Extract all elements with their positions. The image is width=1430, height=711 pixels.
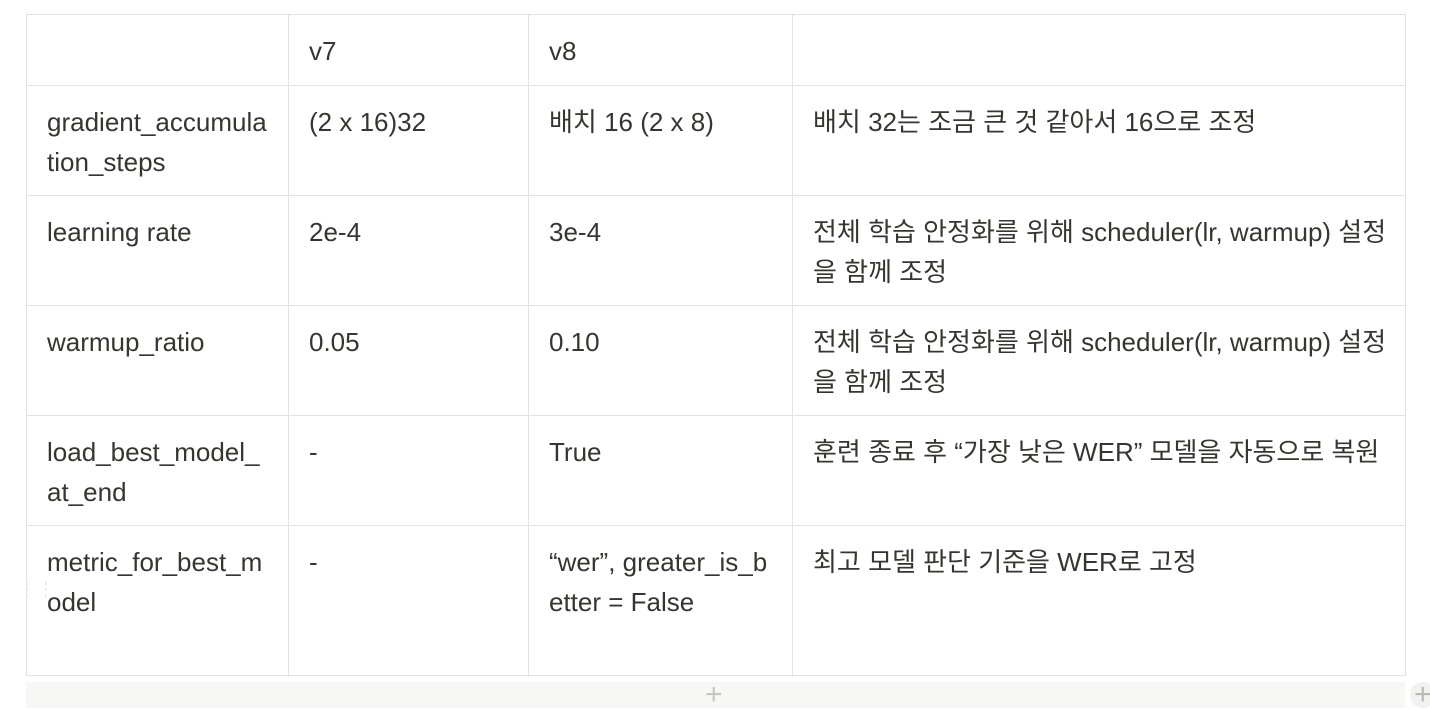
table-row: metric_for_best_model - “wer”, greater_i… <box>26 525 1406 676</box>
table-cell[interactable]: - <box>288 525 529 676</box>
cell-text: (2 x 16)32 <box>309 107 427 137</box>
cell-text: 전체 학습 안정화를 위해 scheduler(lr, warmup) 설정을 … <box>813 327 1387 397</box>
table-cell[interactable]: load_best_model_at_end <box>26 415 289 526</box>
table-cell[interactable]: 배치 32는 조금 큰 것 같아서 16으로 조정 <box>792 85 1406 196</box>
cell-text: load_best_model_at_end <box>47 437 260 507</box>
table-row: learning rate 2e-4 3e-4 전체 학습 안정화를 위해 sc… <box>26 195 1406 306</box>
table-row: warmup_ratio 0.05 0.10 전체 학습 안정화를 위해 sch… <box>26 305 1406 416</box>
cell-text: 3e-4 <box>549 217 602 247</box>
table-cell[interactable]: gradient_accumulation_steps <box>26 85 289 196</box>
table-cell[interactable]: 최고 모델 판단 기준을 WER로 고정 <box>792 525 1406 676</box>
cell-text: 0.10 <box>549 327 600 357</box>
table-cell[interactable]: 전체 학습 안정화를 위해 scheduler(lr, warmup) 설정을 … <box>792 195 1406 306</box>
table-cell[interactable]: 배치 16 (2 x 8) <box>528 85 793 196</box>
table-cell[interactable]: (2 x 16)32 <box>288 85 529 196</box>
cell-text: 0.05 <box>309 327 360 357</box>
table-cell[interactable]: 2e-4 <box>288 195 529 306</box>
cell-text: 배치 32는 조금 큰 것 같아서 16으로 조정 <box>813 107 1257 137</box>
table-cell[interactable]: 훈련 종료 후 “가장 낮은 WER” 모델을 자동으로 복원 <box>792 415 1406 526</box>
table-cell[interactable]: warmup_ratio <box>26 305 289 416</box>
cell-text: True <box>549 437 602 467</box>
cell-text: - <box>309 437 318 467</box>
comparison-table: v7 v8 gradient_accumulation_steps (2 x 1… <box>26 14 1406 676</box>
table-cell[interactable]: v8 <box>528 14 793 86</box>
plus-icon: + <box>1414 678 1430 711</box>
add-row-button[interactable]: + <box>26 678 1405 711</box>
table-row: gradient_accumulation_steps (2 x 16)32 배… <box>26 85 1406 196</box>
table-header-row: v7 v8 <box>26 14 1406 86</box>
cell-text: learning rate <box>47 217 192 247</box>
table-cell[interactable]: 3e-4 <box>528 195 793 306</box>
table-row: load_best_model_at_end - True 훈련 종료 후 “가… <box>26 415 1406 526</box>
table-cell[interactable] <box>26 14 289 86</box>
table-cell[interactable]: True <box>528 415 793 526</box>
notion-table: v7 v8 gradient_accumulation_steps (2 x 1… <box>26 14 1406 676</box>
add-column-button[interactable]: + <box>1410 678 1430 711</box>
cell-text: warmup_ratio <box>47 327 205 357</box>
cell-text <box>813 15 1387 31</box>
cell-text: 전체 학습 안정화를 위해 scheduler(lr, warmup) 설정을 … <box>813 217 1387 287</box>
cell-text: - <box>309 547 318 577</box>
table-cell[interactable] <box>792 14 1406 86</box>
table-cell[interactable]: learning rate <box>26 195 289 306</box>
cell-text: 훈련 종료 후 “가장 낮은 WER” 모델을 자동으로 복원 <box>813 437 1380 467</box>
table-cell[interactable]: - <box>288 415 529 526</box>
table-cell[interactable]: metric_for_best_model <box>26 525 289 676</box>
table-cell[interactable]: 0.05 <box>288 305 529 416</box>
cell-text: “wer”, greater_is_better = False <box>549 547 768 617</box>
plus-icon: + <box>705 678 723 711</box>
cell-text: 2e-4 <box>309 217 362 247</box>
cell-text: v7 <box>309 36 337 66</box>
cell-text: metric_for_best_model <box>47 547 263 617</box>
table-cell[interactable]: 0.10 <box>528 305 793 416</box>
cell-text: 배치 16 (2 x 8) <box>549 107 714 137</box>
cell-text <box>47 15 270 31</box>
table-cell[interactable]: v7 <box>288 14 529 86</box>
table-cell[interactable]: 전체 학습 안정화를 위해 scheduler(lr, warmup) 설정을 … <box>792 305 1406 416</box>
table-cell[interactable]: “wer”, greater_is_better = False <box>528 525 793 676</box>
drag-handle-icon[interactable]: ⋮⋮ <box>18 579 56 599</box>
cell-text: v8 <box>549 36 577 66</box>
cell-text: gradient_accumulation_steps <box>47 107 267 177</box>
cell-text: 최고 모델 판단 기준을 WER로 고정 <box>813 547 1197 577</box>
